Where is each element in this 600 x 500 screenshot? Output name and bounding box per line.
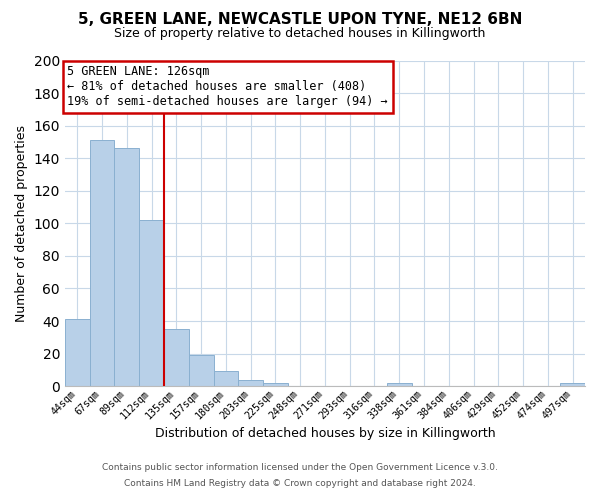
Bar: [238, 380, 263, 386]
Bar: [89, 140, 115, 386]
Bar: [139, 220, 164, 386]
Bar: [189, 355, 214, 386]
Y-axis label: Number of detached properties: Number of detached properties: [15, 125, 28, 322]
Bar: [214, 372, 238, 386]
Bar: [263, 383, 288, 386]
Bar: [387, 383, 412, 386]
X-axis label: Distribution of detached houses by size in Killingworth: Distribution of detached houses by size …: [155, 427, 495, 440]
Text: 5, GREEN LANE, NEWCASTLE UPON TYNE, NE12 6BN: 5, GREEN LANE, NEWCASTLE UPON TYNE, NE12…: [78, 12, 522, 28]
Bar: [115, 148, 139, 386]
Text: 5 GREEN LANE: 126sqm
← 81% of detached houses are smaller (408)
19% of semi-deta: 5 GREEN LANE: 126sqm ← 81% of detached h…: [67, 66, 388, 108]
Bar: [164, 329, 189, 386]
Text: Contains HM Land Registry data © Crown copyright and database right 2024.: Contains HM Land Registry data © Crown c…: [124, 478, 476, 488]
Bar: [65, 320, 89, 386]
Text: Contains public sector information licensed under the Open Government Licence v.: Contains public sector information licen…: [102, 464, 498, 472]
Bar: [560, 383, 585, 386]
Text: Size of property relative to detached houses in Killingworth: Size of property relative to detached ho…: [115, 28, 485, 40]
